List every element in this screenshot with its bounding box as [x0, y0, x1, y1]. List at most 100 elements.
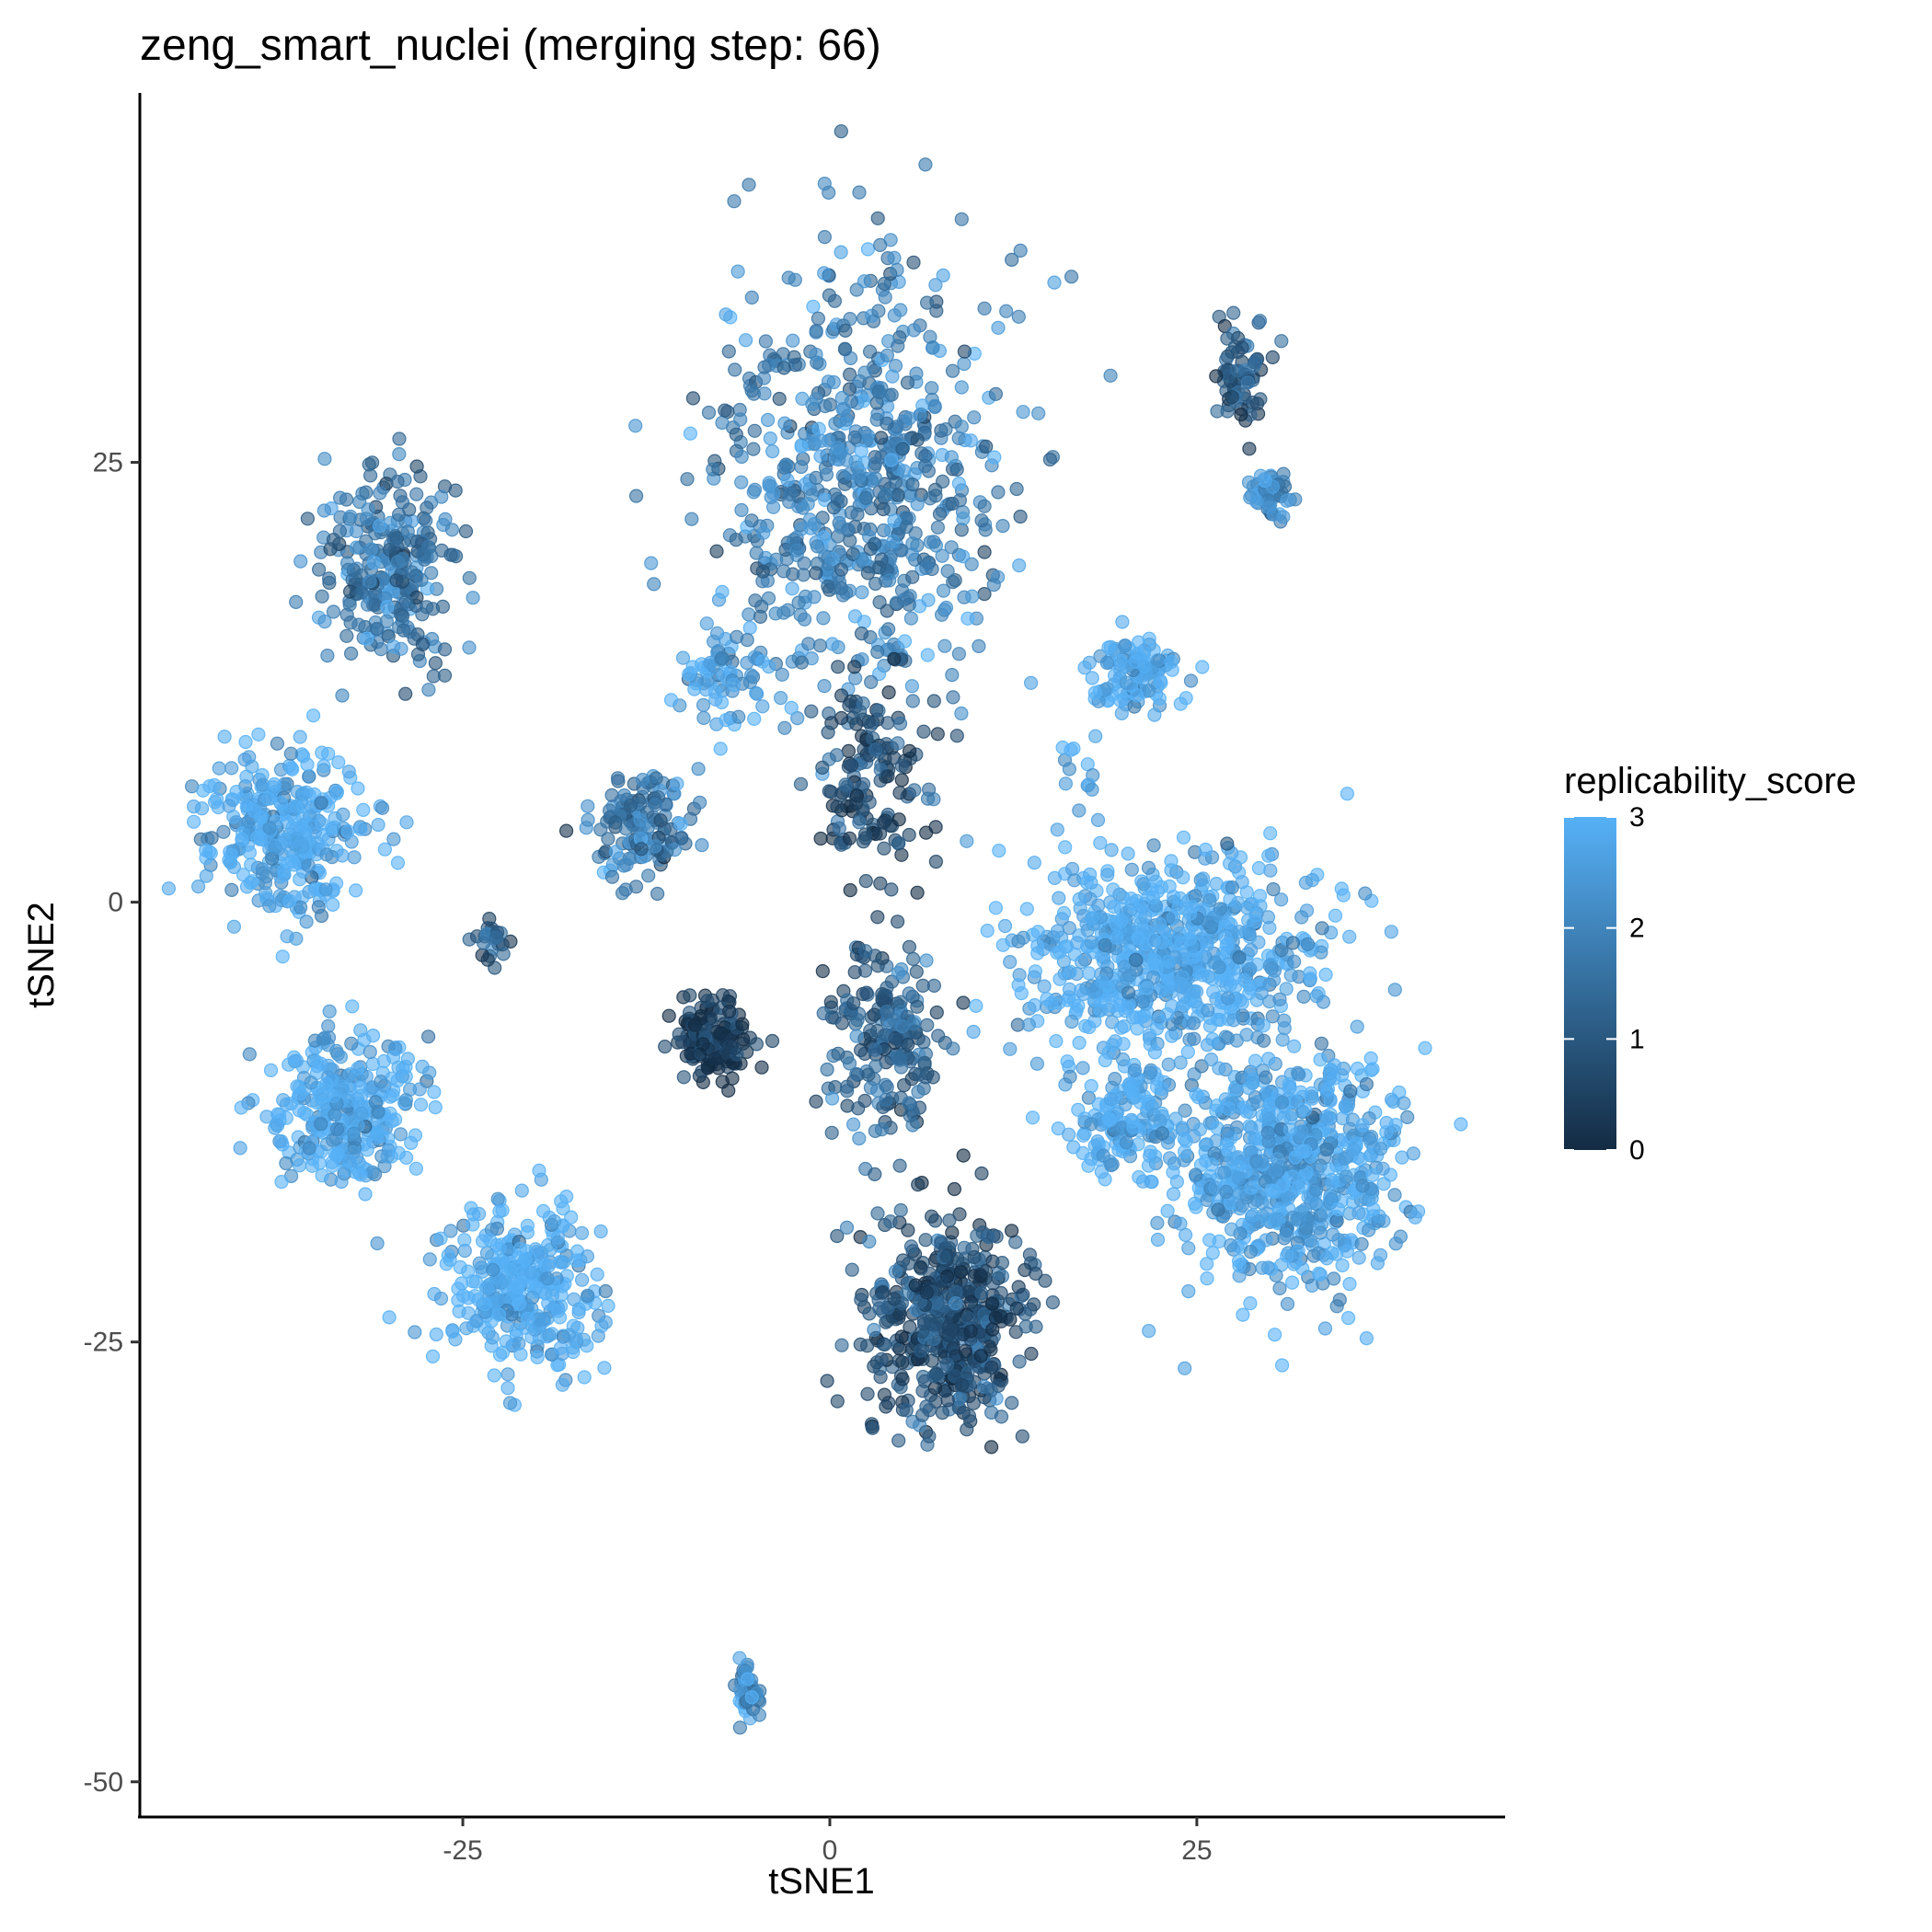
scatter-point [1221, 837, 1234, 850]
scatter-point [283, 894, 296, 907]
scatter-point [469, 1275, 482, 1288]
scatter-point [675, 832, 688, 845]
scatter-point [452, 1282, 465, 1295]
scatter-point [1245, 944, 1258, 957]
scatter-point [481, 1282, 494, 1294]
scatter-point [859, 875, 872, 888]
scatter-point [397, 496, 409, 509]
scatter-point [981, 925, 994, 937]
scatter-point [906, 1052, 919, 1064]
scatter-point [605, 788, 618, 801]
scatter-point [557, 1256, 569, 1269]
scatter-point [1120, 676, 1133, 689]
scatter-point [1166, 1029, 1179, 1042]
scatter-point [617, 859, 630, 872]
scatter-point [1273, 1282, 1286, 1294]
scatter-point [413, 1083, 426, 1096]
scatter-point [1030, 1057, 1043, 1070]
scatter-point [1078, 661, 1091, 674]
scatter-point [742, 178, 755, 191]
scatter-point [281, 930, 293, 943]
scatter-point [1282, 1297, 1294, 1310]
scatter-point [599, 1285, 612, 1298]
scatter-point [1213, 1062, 1225, 1075]
scatter-point [756, 700, 769, 713]
scatter-point [947, 1042, 960, 1055]
scatter-point [1263, 960, 1276, 972]
scatter-point [255, 811, 268, 824]
scatter-point [1094, 836, 1107, 849]
scatter-point [642, 869, 655, 882]
scatter-point [907, 256, 920, 269]
scatter-point [987, 579, 1000, 592]
scatter-point [1286, 1276, 1299, 1289]
scatter-point [366, 456, 379, 469]
scatter-point [952, 477, 965, 490]
scatter-point [894, 1204, 907, 1217]
scatter-point [735, 504, 748, 517]
scatter-point [970, 999, 983, 1012]
scatter-point [500, 1335, 512, 1348]
scatter-point [855, 444, 868, 457]
scatter-point [814, 833, 827, 845]
scatter-point [1202, 1004, 1214, 1017]
scatter-point [1243, 476, 1256, 489]
scatter-point [954, 1266, 967, 1279]
scatter-point [602, 833, 615, 845]
scatter-point [274, 797, 287, 810]
scatter-point [1092, 813, 1105, 826]
scatter-point [777, 461, 790, 474]
scatter-point [1409, 1211, 1421, 1224]
scatter-point [1380, 1126, 1393, 1139]
scatter-point [882, 686, 895, 699]
scatter-point [504, 1397, 517, 1409]
scatter-point [733, 1651, 746, 1664]
scatter-point [845, 506, 857, 519]
scatter-point [859, 832, 872, 845]
scatter-point [1266, 351, 1279, 363]
scatter-point [343, 1068, 356, 1081]
scatter-point [719, 714, 732, 727]
scatter-point [348, 1127, 361, 1140]
scatter-point [707, 463, 719, 476]
scatter-point [777, 362, 790, 374]
scatter-point [799, 613, 811, 626]
scatter-point [903, 744, 916, 757]
scatter-point [460, 525, 473, 538]
scatter-point [974, 1350, 987, 1363]
scatter-point [337, 1083, 350, 1096]
scatter-point [859, 945, 872, 958]
scatter-point [810, 348, 822, 361]
scatter-point [824, 995, 837, 1008]
scatter-point [315, 797, 328, 810]
scatter-point [975, 1287, 988, 1300]
scatter-point [374, 520, 386, 533]
scatter-point [692, 763, 705, 776]
scatter-point [337, 808, 350, 821]
scatter-point [1063, 763, 1075, 776]
scatter-point [855, 1294, 868, 1306]
scatter-point [318, 1031, 331, 1044]
scatter-point [578, 1333, 591, 1346]
scatter-point [1143, 861, 1156, 874]
scatter-point [918, 1317, 931, 1330]
scatter-point [729, 1041, 742, 1054]
scatter-point [1205, 1158, 1218, 1171]
scatter-point [1263, 501, 1276, 514]
scatter-point [716, 585, 729, 598]
scatter-point [637, 774, 650, 787]
scatter-point [1080, 876, 1093, 889]
scatter-point [1179, 1362, 1191, 1374]
scatter-point [1096, 975, 1109, 988]
scatter-point [805, 705, 818, 718]
scatter-point [894, 304, 907, 316]
scatter-point [975, 514, 988, 527]
scatter-point [1187, 1017, 1200, 1029]
scatter-point [850, 1029, 863, 1042]
scatter-point [822, 375, 835, 388]
scatter-point [1079, 1019, 1092, 1032]
scatter-point [1105, 1159, 1118, 1172]
scatter-point [1058, 907, 1071, 920]
scatter-point [1388, 1189, 1401, 1202]
scatter-point [891, 339, 904, 352]
